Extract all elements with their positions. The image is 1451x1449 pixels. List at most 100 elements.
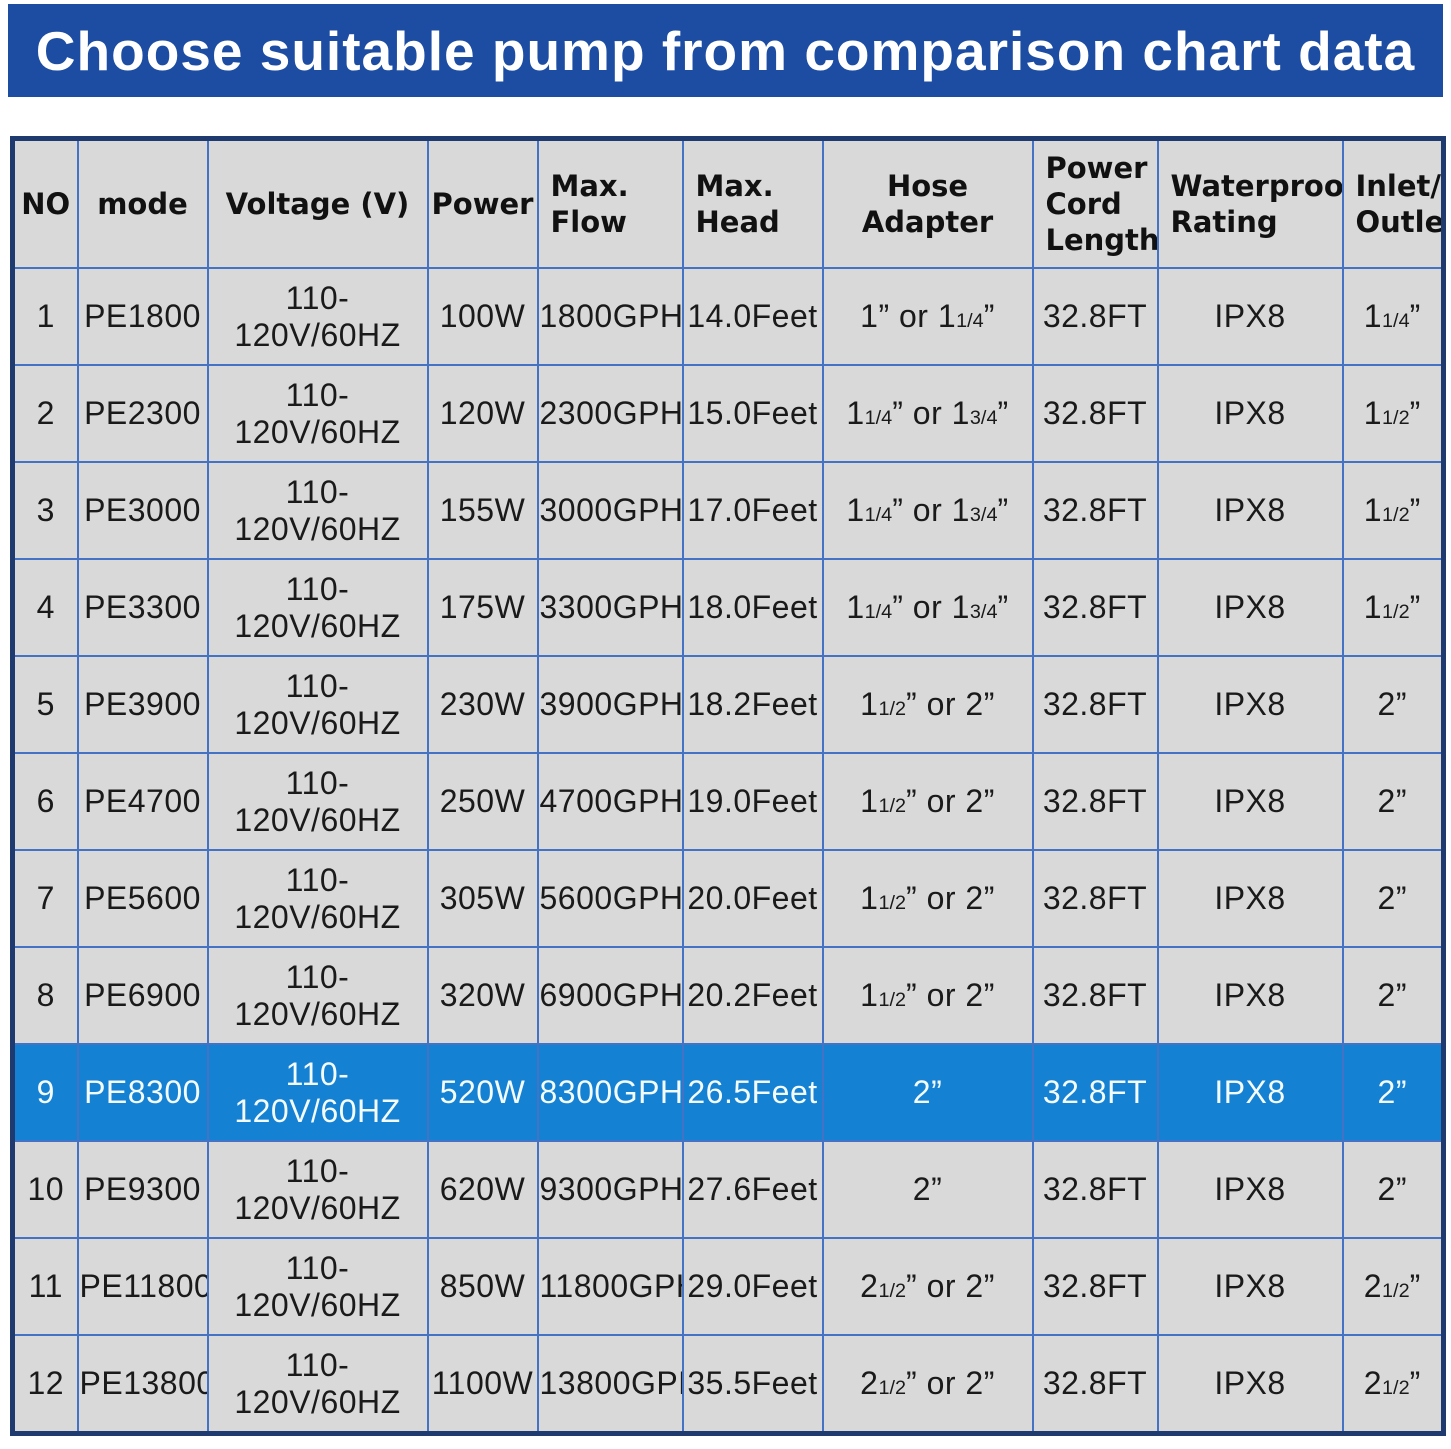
table-row: 11PE11800110-120V/60HZ850W11800GPH29.0Fe…: [11, 1237, 1445, 1336]
table-cell: 6900GPH: [536, 946, 684, 1045]
table-cell: 9300GPH: [536, 1140, 684, 1239]
table-cell: 19.0Feet: [681, 752, 824, 851]
table-cell: 35.5Feet: [681, 1334, 824, 1435]
column-header: Inlet/ Outlet: [1341, 137, 1445, 269]
table-cell: IPX8: [1156, 1237, 1344, 1336]
page-banner: Choose suitable pump from comparison cha…: [8, 4, 1443, 97]
table-cell: 17.0Feet: [681, 461, 824, 560]
table-cell: 8: [11, 946, 79, 1045]
table-cell: IPX8: [1156, 1043, 1344, 1142]
table-cell: 32.8FT: [1031, 558, 1159, 657]
table-row: 2 PE2300 110-120V/60HZ 120W 2300GPH 15.0Feet 1…: [11, 364, 1445, 463]
table-cell: 110-120V/60HZ: [206, 267, 429, 366]
table-row: 12PE13800110-120V/60HZ1100W13800GPH35.5F…: [11, 1334, 1445, 1435]
header-row: NO mode Voltage (V) Power Max. Flow Max. Head…: [11, 137, 1445, 269]
table-cell: 8300GPH: [536, 1043, 684, 1142]
table-cell: 6: [11, 752, 79, 851]
table-row: 6 PE4700 110-120V/60HZ 250W 4700GPH 19.0Feet 1…: [11, 752, 1445, 851]
table-cell: 110-120V/60HZ: [206, 1043, 429, 1142]
table-cell: 120W: [426, 364, 539, 463]
table-cell: IPX8: [1156, 655, 1344, 754]
table-cell: 11/4” or 13/4”: [821, 364, 1034, 463]
table-cell: PE9300: [76, 1140, 209, 1239]
table-cell: 18.0Feet: [681, 558, 824, 657]
table-cell: 2”: [1341, 946, 1445, 1045]
table-cell: 1100W: [426, 1334, 539, 1435]
table-cell: 2: [11, 364, 79, 463]
column-header: mode: [76, 137, 209, 269]
table-cell: 11/4” or 13/4”: [821, 558, 1034, 657]
table-cell: PE3000: [76, 461, 209, 560]
table-cell: 520W: [426, 1043, 539, 1142]
pump-comparison-table: NO mode Voltage (V) Power Max. Flow Max. Head…: [10, 136, 1446, 1436]
table-cell: 2”: [821, 1043, 1034, 1142]
table-cell: 1” or 11/4”: [821, 267, 1034, 366]
table-cell: 110-120V/60HZ: [206, 946, 429, 1045]
table-cell: IPX8: [1156, 267, 1344, 366]
table-cell: 32.8FT: [1031, 364, 1159, 463]
table-cell: 27.6Feet: [681, 1140, 824, 1239]
table-cell: 15.0Feet: [681, 364, 824, 463]
table-cell: 2”: [1341, 849, 1445, 948]
table-cell: 250W: [426, 752, 539, 851]
table-cell: 2”: [821, 1140, 1034, 1239]
table-cell: 850W: [426, 1237, 539, 1336]
table-cell: 110-120V/60HZ: [206, 364, 429, 463]
table-cell: 3900GPH: [536, 655, 684, 754]
table-cell: 2”: [1341, 1140, 1445, 1239]
table-cell: 11/2”: [1341, 461, 1445, 560]
table-cell: 32.8FT: [1031, 1334, 1159, 1435]
table-cell: 2”: [1341, 655, 1445, 754]
table-cell: PE4700: [76, 752, 209, 851]
table-cell: 11/2”: [1341, 364, 1445, 463]
table-cell: IPX8: [1156, 461, 1344, 560]
table-cell: 2300GPH: [536, 364, 684, 463]
table-cell: 11/4” or 13/4”: [821, 461, 1034, 560]
column-header: Max. Flow: [536, 137, 684, 269]
table-cell: 7: [11, 849, 79, 948]
table-cell: IPX8: [1156, 849, 1344, 948]
table-cell: 3: [11, 461, 79, 560]
table-row: 10 PE9300 110-120V/60HZ 620W 9300GPH 27.6Feet…: [11, 1140, 1445, 1239]
column-header: Waterproof Rating: [1156, 137, 1344, 269]
table-cell: 32.8FT: [1031, 1043, 1159, 1142]
table-cell: 155W: [426, 461, 539, 560]
table-cell: 11/2”: [1341, 558, 1445, 657]
table-cell: 5600GPH: [536, 849, 684, 948]
table-cell: 21/2”: [1341, 1334, 1445, 1435]
table-cell: 110-120V/60HZ: [206, 461, 429, 560]
column-header: Max. Head: [681, 137, 824, 269]
page-title: Choose suitable pump from comparison cha…: [35, 19, 1416, 82]
table-cell: PE3300: [76, 558, 209, 657]
table-cell: 20.0Feet: [681, 849, 824, 948]
table-cell: 110-120V/60HZ: [206, 849, 429, 948]
table-cell: 10: [11, 1140, 79, 1239]
table-cell: IPX8: [1156, 752, 1344, 851]
table-row: 1 PE1800 110-120V/60HZ 100W 1800GPH 14.0Feet 1…: [11, 267, 1445, 366]
table-cell: 1: [11, 267, 79, 366]
table-row: 4 PE3300 110-120V/60HZ 175W 3300GPH 18.0Feet 1…: [11, 558, 1445, 657]
table-cell: 110-120V/60HZ: [206, 1237, 429, 1336]
column-header: NO: [11, 137, 79, 269]
table-cell: 110-120V/60HZ: [206, 558, 429, 657]
table-row: 3 PE3000 110-120V/60HZ 155W 3000GPH 17.0Feet 1…: [11, 461, 1445, 560]
table-cell: 11/2” or 2”: [821, 946, 1034, 1045]
table-cell: 9: [11, 1043, 79, 1142]
table-cell: 620W: [426, 1140, 539, 1239]
table-cell: 11/2” or 2”: [821, 849, 1034, 948]
table-cell: IPX8: [1156, 1334, 1344, 1435]
table-cell: PE11800: [76, 1237, 209, 1336]
table-cell: 110-120V/60HZ: [206, 1334, 429, 1435]
table-row: 7 PE5600 110-120V/60HZ 305W 5600GPH 20.0Feet 1…: [11, 849, 1445, 948]
table-cell: 32.8FT: [1031, 752, 1159, 851]
table-cell: 26.5Feet: [681, 1043, 824, 1142]
table-cell: 29.0Feet: [681, 1237, 824, 1336]
table-row: 5 PE3900 110-120V/60HZ 230W 3900GPH 18.2Feet 1…: [11, 655, 1445, 754]
table-cell: 32.8FT: [1031, 946, 1159, 1045]
table-cell: 32.8FT: [1031, 267, 1159, 366]
table-cell: PE1800: [76, 267, 209, 366]
table-cell: 2”: [1341, 1043, 1445, 1142]
table-container: NO mode Voltage (V) Power Max. Flow Max. Head…: [10, 136, 1446, 1436]
table-cell: 18.2Feet: [681, 655, 824, 754]
table-cell: 13800GPH: [536, 1334, 684, 1435]
